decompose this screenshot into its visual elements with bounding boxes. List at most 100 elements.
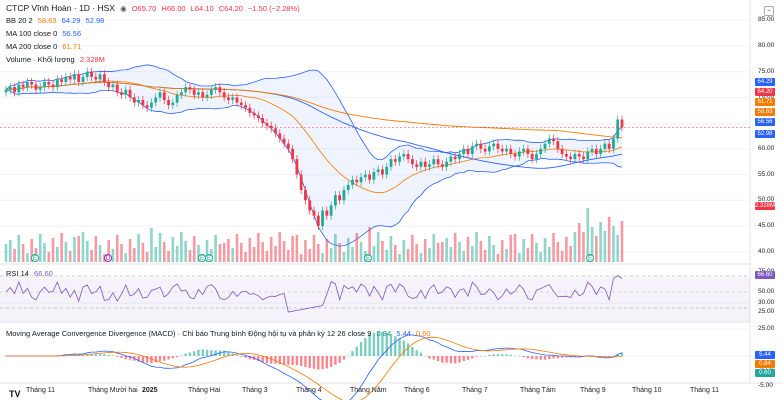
volume-bar bbox=[235, 234, 239, 262]
legend-rsi[interactable]: RSI 14 66.60 bbox=[6, 269, 56, 279]
legend-bb[interactable]: BB 20 2 58.63 64.29 52.98 bbox=[6, 16, 107, 26]
macd-hist-bar bbox=[483, 355, 487, 357]
eye-icon[interactable]: ◉ bbox=[120, 4, 127, 13]
legend-volume[interactable]: Volume · Khối lượng 2.328M bbox=[6, 55, 108, 65]
volume-bar bbox=[64, 242, 68, 262]
legend-ma200[interactable]: MA 200 close 0 61.71 bbox=[6, 42, 84, 52]
symbol-title[interactable]: CTCP Vĩnh Hoàn · 1D · HSX bbox=[6, 3, 115, 13]
volume-bar bbox=[265, 251, 269, 262]
candle bbox=[73, 74, 76, 80]
legend-macd[interactable]: Moving Average Convergence Divergence (M… bbox=[6, 329, 434, 339]
macd-line: 5.44 bbox=[396, 329, 411, 338]
ohlc-high: H66.00 bbox=[161, 4, 186, 13]
macd-hist-bar bbox=[539, 356, 542, 360]
price-tick: 25.00 bbox=[758, 324, 775, 332]
candle bbox=[423, 161, 427, 167]
volume-bar bbox=[205, 240, 209, 262]
tradingview-logo[interactable]: TV bbox=[9, 389, 21, 399]
macd-hist-bar bbox=[471, 356, 474, 359]
volume-bar bbox=[171, 237, 175, 262]
candle bbox=[346, 184, 350, 190]
collapse-icon[interactable]: − bbox=[764, 6, 774, 16]
volume-bar bbox=[325, 239, 329, 262]
volume-bar bbox=[535, 243, 538, 262]
macd-hist-bar bbox=[274, 356, 277, 364]
candle bbox=[500, 148, 504, 152]
time-tick: Tháng 7 bbox=[462, 387, 488, 394]
candle bbox=[278, 133, 282, 139]
candle bbox=[543, 143, 547, 149]
candle bbox=[85, 71, 89, 77]
volume-bar bbox=[359, 242, 363, 262]
macd-signal: 0.60 bbox=[415, 329, 431, 338]
candle bbox=[603, 143, 607, 149]
volume-bar bbox=[590, 227, 594, 262]
candle bbox=[227, 97, 230, 100]
candle bbox=[381, 169, 384, 175]
macd-hist-bar bbox=[321, 356, 324, 370]
candle bbox=[368, 174, 372, 180]
candle bbox=[81, 76, 85, 82]
macd-hist-bar bbox=[355, 346, 358, 356]
candle bbox=[30, 82, 34, 85]
macd-hist-bar bbox=[620, 352, 624, 356]
volume-bar bbox=[393, 245, 397, 262]
volume-bar bbox=[287, 250, 290, 262]
volume-bar bbox=[304, 240, 307, 262]
volume-bar bbox=[372, 246, 376, 262]
macd-hist-bar bbox=[184, 353, 187, 356]
earnings-icon[interactable]: E bbox=[586, 254, 594, 262]
volume-bar bbox=[248, 238, 252, 262]
candle bbox=[526, 148, 530, 154]
macd-hist-bar bbox=[312, 356, 316, 369]
candle bbox=[154, 97, 158, 103]
candle bbox=[522, 148, 526, 152]
macd-hist-bar bbox=[445, 356, 448, 363]
candle bbox=[329, 205, 333, 216]
volume-bar bbox=[543, 238, 547, 262]
candle bbox=[505, 148, 508, 152]
candle bbox=[231, 97, 235, 100]
macd-hist-bar bbox=[449, 356, 453, 364]
volume-value: 2.328M bbox=[79, 55, 105, 64]
candle bbox=[560, 148, 564, 154]
rsi-value: 66.60 bbox=[34, 269, 53, 278]
macd-hist-bar bbox=[466, 356, 470, 360]
macd-tick: -5.00 bbox=[758, 382, 773, 389]
bb-fill bbox=[6, 64, 622, 247]
volume-bar bbox=[505, 249, 508, 262]
ma100-value: 56.56 bbox=[62, 29, 82, 38]
macd-hist-bar bbox=[552, 356, 555, 359]
candle bbox=[415, 164, 419, 167]
macd-hist-bar bbox=[402, 340, 406, 356]
macd-hist-bar bbox=[556, 356, 560, 359]
candle bbox=[179, 92, 183, 95]
price-badge: 52.98 bbox=[755, 130, 775, 138]
candle bbox=[102, 74, 106, 82]
candle bbox=[124, 89, 128, 95]
rsi-tick: 25.00 bbox=[758, 308, 775, 315]
candle bbox=[325, 210, 329, 216]
dividend-icon[interactable]: D bbox=[104, 254, 112, 262]
candle bbox=[128, 89, 132, 98]
legend-ma100[interactable]: MA 100 close 0 56.56 bbox=[6, 29, 84, 39]
volume-bar bbox=[607, 217, 611, 262]
macd-hist-bar bbox=[107, 354, 110, 356]
volume-bar bbox=[77, 236, 81, 262]
candle bbox=[556, 141, 560, 149]
earnings-icon[interactable]: E bbox=[364, 254, 372, 262]
volume-bar bbox=[56, 247, 59, 262]
volume-bar bbox=[368, 227, 371, 262]
volume-bar bbox=[257, 233, 260, 262]
volume-bar bbox=[496, 254, 500, 262]
volume-bar bbox=[180, 232, 183, 262]
price-tick: 75.00 bbox=[758, 67, 775, 75]
volume-bar bbox=[184, 241, 187, 262]
volume-bar bbox=[26, 253, 29, 262]
earnings-icon[interactable]: E bbox=[205, 254, 213, 262]
volume-bar bbox=[406, 249, 410, 262]
volume-bar bbox=[402, 240, 406, 262]
price-badge: 56.56 bbox=[755, 118, 775, 126]
earnings-icon[interactable]: E bbox=[31, 254, 39, 262]
